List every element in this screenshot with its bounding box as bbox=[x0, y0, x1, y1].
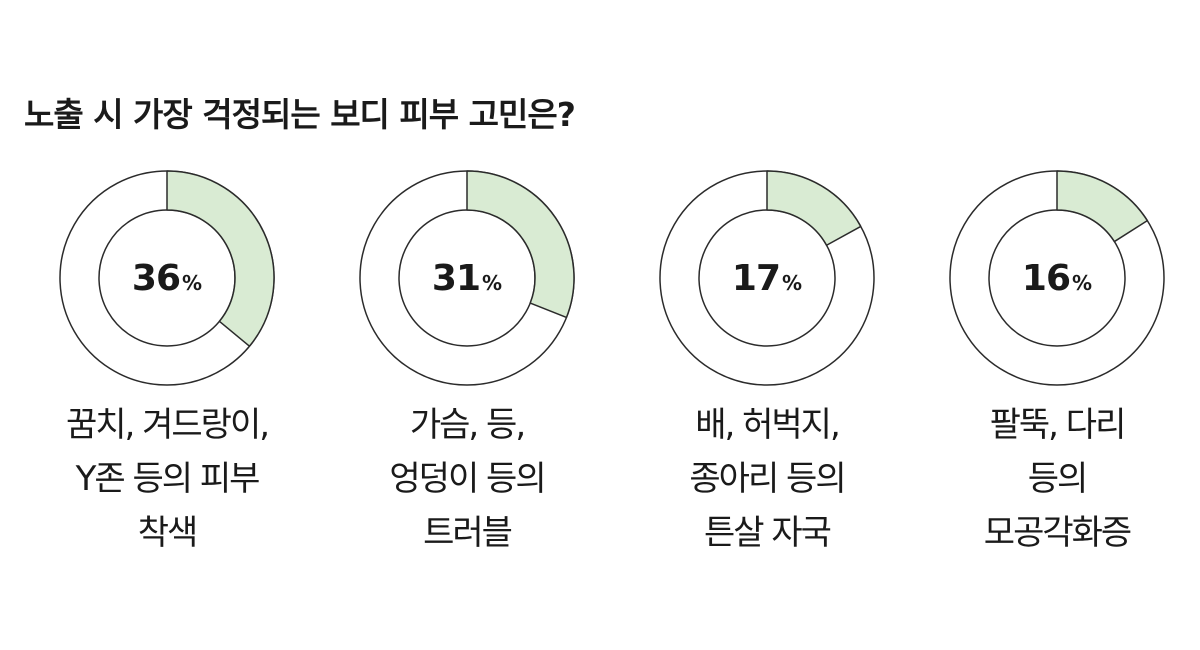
value-number: 36 bbox=[131, 257, 181, 299]
value-label: 36% bbox=[52, 163, 282, 393]
percent-sign: % bbox=[182, 271, 203, 295]
chart-title: 노출 시 가장 걱정되는 보디 피부 고민은? bbox=[24, 95, 576, 134]
category-label-line: 가슴, 등, bbox=[409, 405, 526, 445]
percent-sign: % bbox=[1072, 271, 1093, 295]
value-label: 17% bbox=[652, 163, 882, 393]
donut-chart-2: 31% bbox=[352, 163, 582, 393]
donut-segment bbox=[466, 170, 575, 319]
category-label-line: 엉덩이 등의 bbox=[389, 459, 546, 499]
donut-chart-1: 36% bbox=[52, 163, 282, 393]
category-label-line: Y존 등의 피부 bbox=[75, 459, 261, 499]
value-label: 31% bbox=[352, 163, 582, 393]
category-label-line: 등의 bbox=[1027, 459, 1089, 499]
donut-segment bbox=[766, 170, 862, 246]
percent-sign: % bbox=[782, 271, 803, 295]
donut-svg bbox=[949, 170, 1165, 386]
category-label-line: 튼살 자국 bbox=[704, 513, 832, 553]
category-label-line: 착색 bbox=[137, 513, 199, 553]
donut-segment bbox=[1056, 170, 1149, 243]
donut-svg bbox=[359, 170, 575, 386]
donut-chart-4: 16% bbox=[942, 163, 1172, 393]
percent-sign: % bbox=[482, 271, 503, 295]
category-label-line: 배, 허벅지, bbox=[695, 405, 841, 445]
category-label-line: 종아리 등의 bbox=[689, 459, 846, 499]
value-number: 17 bbox=[731, 257, 781, 299]
category-label-line: 모공각화증 bbox=[983, 513, 1132, 553]
category-label-line: 꿈치, 겨드랑이, bbox=[65, 405, 270, 445]
value-label: 16% bbox=[942, 163, 1172, 393]
donut-segment bbox=[166, 170, 275, 347]
value-number: 16 bbox=[1021, 257, 1071, 299]
value-number: 31 bbox=[431, 257, 481, 299]
donut-svg bbox=[59, 170, 275, 386]
category-label-line: 트러블 bbox=[423, 513, 513, 553]
donut-svg bbox=[659, 170, 875, 386]
category-label-line: 팔뚝, 다리 bbox=[989, 405, 1127, 445]
donut-chart-3: 17% bbox=[652, 163, 882, 393]
